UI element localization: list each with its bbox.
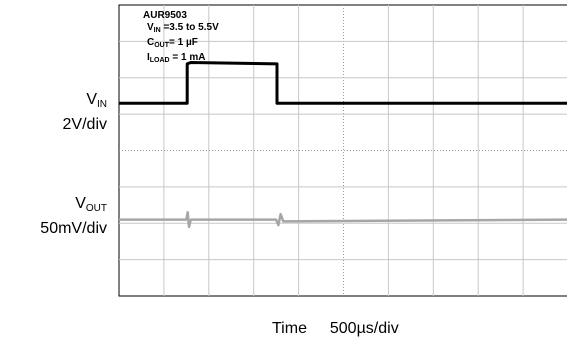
annotation-iload: ILOAD = 1 mA — [147, 52, 206, 64]
vin-symbol: VIN — [86, 91, 107, 110]
time-axis-name: Time — [272, 320, 307, 337]
time-axis-label: Time 500µs/div — [272, 320, 399, 338]
vin-scale: 2V/div — [62, 116, 107, 133]
annotation-device: AUR9503 — [143, 10, 187, 21]
vout-scale: 50mV/div — [40, 220, 107, 237]
vout-trace — [119, 211, 567, 229]
annotation-vin: VIN =3.5 to 5.5V — [147, 22, 219, 34]
vin-trace — [119, 61, 567, 105]
time-axis-scale: 500µs/div — [329, 320, 399, 337]
vin-channel-label: VIN 2V/div — [63, 90, 107, 135]
vout-channel-label: VOUT 50mV/div — [40, 194, 107, 239]
traces — [119, 61, 567, 229]
annotation-block: AUR9503 VIN =3.5 to 5.5V COUT= 1 µF ILOA… — [143, 10, 219, 67]
vout-symbol: VOUT — [75, 195, 107, 214]
grid — [119, 5, 567, 296]
annotation-cout: COUT= 1 µF — [147, 37, 198, 49]
